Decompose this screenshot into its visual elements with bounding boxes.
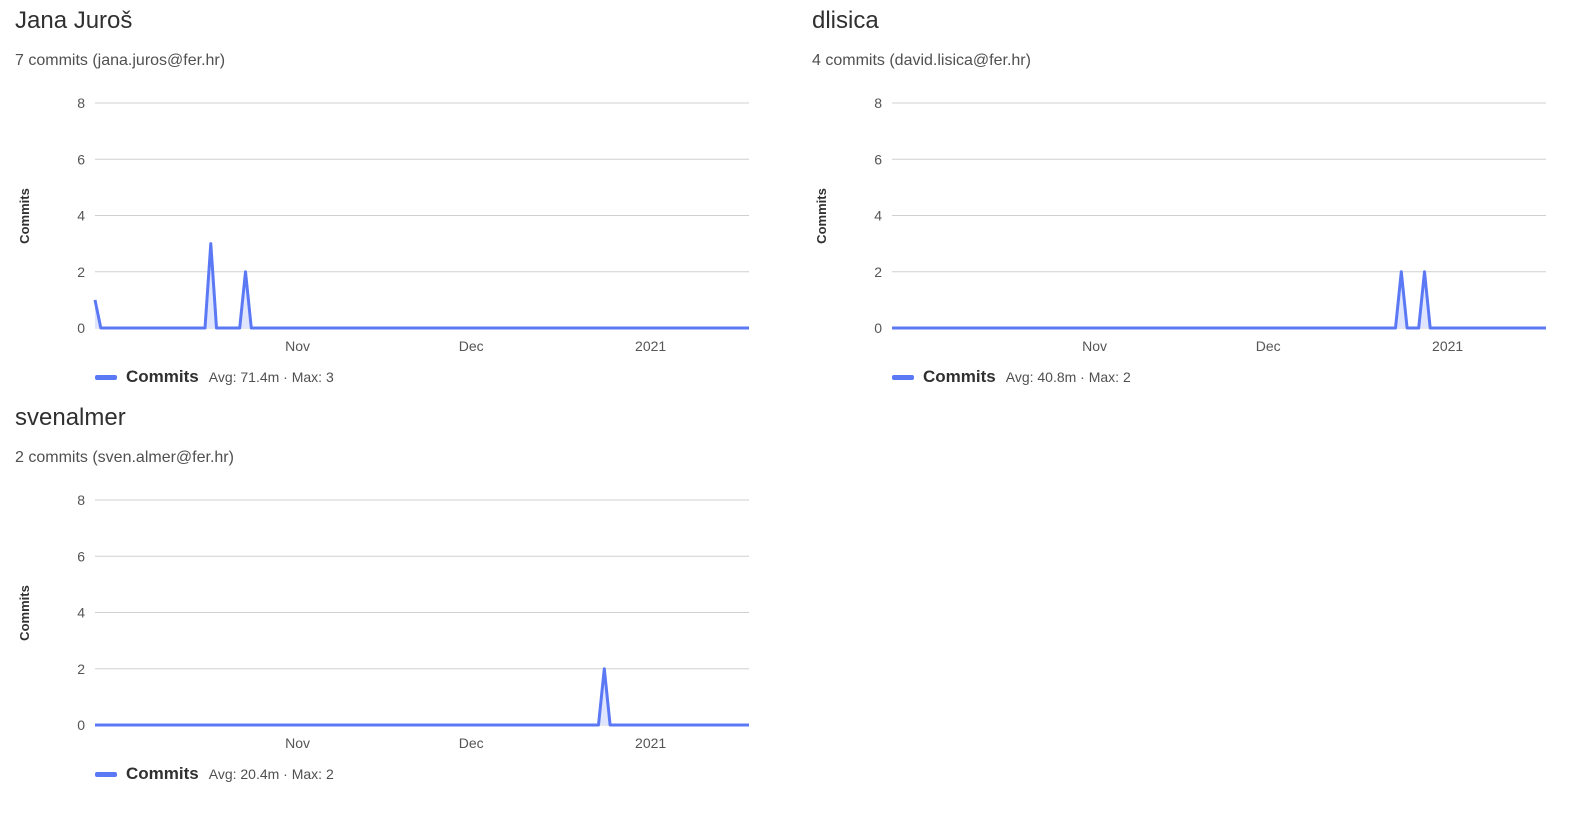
series-line (93, 242, 749, 330)
legend-swatch (95, 771, 117, 777)
y-tick-label: 8 (874, 95, 882, 111)
y-axis-label: Commits (17, 585, 32, 641)
x-tick-label: 2021 (1432, 338, 1463, 354)
y-tick-label: 8 (77, 492, 85, 508)
y-axis-label: Commits (814, 188, 829, 244)
y-tick-label: 6 (77, 548, 85, 564)
y-tick-label: 4 (874, 208, 882, 224)
x-tick-label: Nov (285, 735, 310, 751)
legend-stats: Avg: 20.4m · Max: 2 (208, 766, 334, 782)
y-axis-label: Commits (17, 188, 32, 244)
y-tick-label: 0 (77, 320, 85, 336)
commits-chart: 0 2 4 6 8 Nov Dec 2021 Commits (814, 95, 1546, 354)
legend-label: Commits (126, 367, 199, 386)
x-tick-label: Dec (459, 735, 484, 751)
contributor-name: dlisica (812, 7, 879, 34)
series-area (892, 271, 1546, 328)
legend-swatch (95, 374, 117, 380)
commits-chart: 0 2 4 6 8 Nov Dec 2021 Commits (17, 492, 749, 751)
contributor-card: Jana Juroš 7 commits (jana.juros@fer.hr)… (0, 0, 760, 398)
series-area (95, 243, 749, 328)
commits-chart: 0 2 4 6 8 Nov Dec 2021 Commits (17, 95, 749, 354)
x-tick-label: Nov (285, 338, 310, 354)
y-tick-label: 2 (77, 661, 85, 677)
contributor-name: svenalmer (15, 404, 126, 431)
series-area (95, 668, 749, 725)
y-tick-label: 6 (77, 151, 85, 167)
chart-legend[interactable]: Commits Avg: 40.8m · Max: 2 (892, 367, 1131, 387)
y-tick-label: 2 (874, 264, 882, 280)
chart-legend[interactable]: Commits Avg: 20.4m · Max: 2 (95, 764, 334, 784)
legend-stats: Avg: 71.4m · Max: 3 (208, 369, 334, 385)
chart-legend[interactable]: Commits Avg: 71.4m · Max: 3 (95, 367, 334, 387)
y-tick-label: 4 (77, 208, 85, 224)
contributor-summary: 7 commits (jana.juros@fer.hr) (15, 52, 226, 69)
legend-label: Commits (923, 367, 996, 386)
y-tick-label: 6 (874, 151, 882, 167)
series-line (95, 667, 749, 727)
contributor-card: dlisica 4 commits (david.lisica@fer.hr) … (797, 0, 1557, 398)
contributor-summary: 4 commits (david.lisica@fer.hr) (812, 52, 1031, 69)
legend-swatch (892, 374, 914, 380)
y-tick-label: 8 (77, 95, 85, 111)
y-tick-label: 2 (77, 264, 85, 280)
legend-label: Commits (126, 764, 199, 783)
x-tick-label: Dec (1256, 338, 1281, 354)
y-tick-label: 4 (77, 605, 85, 621)
contributor-summary: 2 commits (sven.almer@fer.hr) (15, 449, 234, 466)
x-tick-label: Nov (1082, 338, 1107, 354)
legend-stats: Avg: 40.8m · Max: 2 (1005, 369, 1131, 385)
contributor-name: Jana Juroš (15, 7, 133, 34)
x-tick-label: Dec (459, 338, 484, 354)
series-line (892, 270, 1546, 330)
contributor-card: svenalmer 2 commits (sven.almer@fer.hr) … (0, 397, 760, 795)
y-tick-label: 0 (874, 320, 882, 336)
x-tick-label: 2021 (635, 338, 666, 354)
y-tick-label: 0 (77, 717, 85, 733)
x-tick-label: 2021 (635, 735, 666, 751)
